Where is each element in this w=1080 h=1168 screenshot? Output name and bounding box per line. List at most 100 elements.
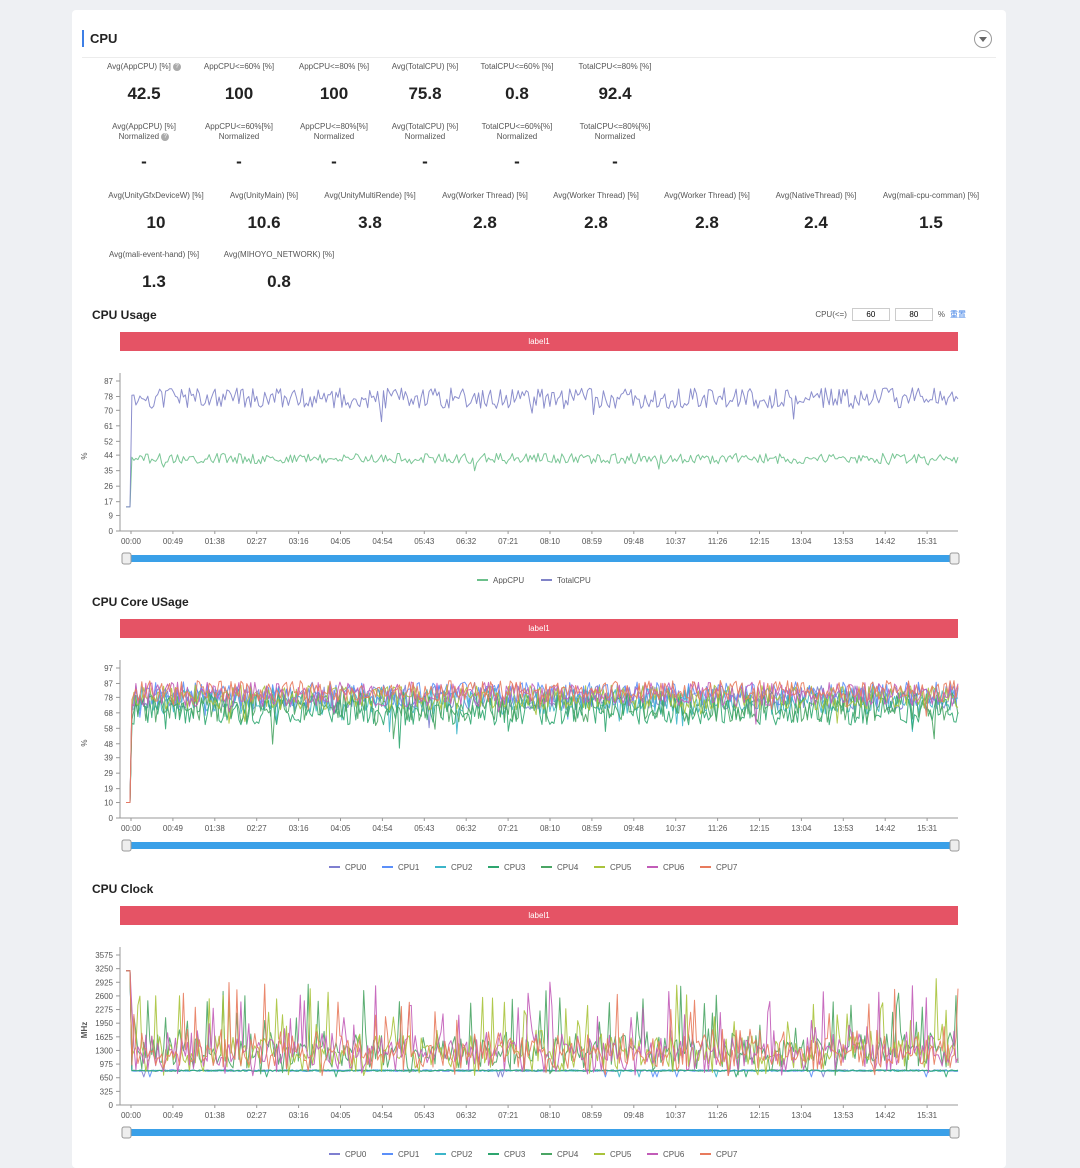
time-range-slider[interactable]: [126, 842, 954, 849]
legend-item-CPU6[interactable]: CPU6: [647, 1150, 685, 1158]
y-tick-label: 70: [104, 406, 113, 415]
x-tick-label: 04:54: [372, 537, 393, 546]
x-tick-label: 04:54: [372, 824, 393, 833]
stat-row1-3: Avg(TotalCPU) [%] 75.8: [366, 62, 484, 104]
legend-label: CPU7: [716, 1150, 738, 1158]
x-tick-label: 15:31: [917, 824, 938, 833]
stat-row2-0: Avg(AppCPU) [%] Normalized ? -: [85, 122, 203, 172]
legend-label: CPU2: [451, 1150, 473, 1158]
threshold-low-input[interactable]: [851, 308, 890, 321]
y-tick-label: 58: [104, 724, 113, 733]
info-icon[interactable]: ?: [161, 132, 170, 141]
stat-label: TotalCPU<=80%[%]: [579, 122, 651, 131]
y-tick-label: 10: [104, 799, 113, 808]
legend-item-TotalCPU[interactable]: TotalCPU: [541, 576, 591, 584]
x-tick-label: 05:43: [414, 537, 435, 546]
legend-item-CPU1[interactable]: CPU1: [382, 1150, 420, 1158]
section-accent-bar: [82, 30, 84, 47]
stat-value: 2.8: [584, 213, 608, 232]
slider-handle-left[interactable]: [121, 552, 132, 565]
legend-label: CPU2: [451, 863, 473, 871]
y-tick-label: 39: [104, 754, 113, 763]
x-tick-label: 09:48: [624, 537, 645, 546]
legend-item-CPU7[interactable]: CPU7: [700, 1150, 738, 1158]
y-tick-label: 52: [104, 437, 113, 446]
threshold-reset-link[interactable]: 重置: [950, 310, 966, 319]
y-tick-label: 35: [104, 467, 113, 476]
stat-value: -: [422, 152, 428, 171]
legend-item-CPU0[interactable]: CPU0: [329, 863, 367, 871]
x-tick-label: 08:59: [582, 537, 603, 546]
stat-row2-4: TotalCPU<=60%[%] Normalized -: [458, 122, 576, 172]
y-tick-label: 975: [100, 1060, 114, 1069]
legend-label: CPU5: [610, 863, 632, 871]
legend-item-CPU4[interactable]: CPU4: [541, 1150, 579, 1158]
chart-1: CPU Core USage 0 10 19 29 39 48 58 68 78 87 97% 00:0…: [72, 595, 1006, 871]
x-tick-label: 03:16: [289, 1111, 310, 1120]
x-tick-label: 06:32: [456, 537, 477, 546]
x-tick-label: 05:43: [414, 1111, 435, 1120]
time-range-slider[interactable]: [126, 555, 954, 562]
x-tick-label: 13:53: [833, 537, 854, 546]
legend-label: CPU5: [610, 1150, 632, 1158]
legend-item-CPU2[interactable]: CPU2: [435, 1150, 473, 1158]
stat-label: Avg(NativeThread) [%]: [775, 191, 857, 200]
x-tick-label: 04:05: [330, 537, 351, 546]
stat-row3-1: Avg(UnityMain) [%] 10.6: [205, 191, 323, 233]
legend-label: CPU3: [504, 863, 526, 871]
cpu-card: CPU Avg(AppCPU) [%] ? 42.5 AppCPU<=60% [%]…: [72, 10, 1006, 1168]
legend-item-CPU0[interactable]: CPU0: [329, 1150, 367, 1158]
stat-label: TotalCPU<=60% [%]: [480, 62, 554, 71]
y-tick-label: 2275: [95, 1006, 113, 1015]
x-tick-label: 02:27: [247, 537, 268, 546]
stat-value: 1.5: [919, 213, 943, 232]
collapse-toggle-icon[interactable]: [974, 30, 992, 48]
legend-item-CPU4[interactable]: CPU4: [541, 863, 579, 871]
stat-label: Avg(TotalCPU) [%]: [391, 62, 459, 71]
info-icon[interactable]: ?: [173, 62, 182, 71]
y-tick-label: 9: [109, 511, 114, 520]
chart-0: CPU Usage 0 9 17 26 35 44 52 61 70 78 87% 00:00 00:49…: [72, 308, 1006, 584]
stat-row2-2: AppCPU<=80%[%] Normalized -: [275, 122, 393, 172]
series-line-AppCPU: [126, 452, 959, 508]
slider-handle-right[interactable]: [949, 1126, 960, 1139]
stat-label-sub: Normalized: [313, 132, 355, 141]
label-band[interactable]: label1: [120, 906, 958, 925]
y-tick-label: 61: [104, 422, 113, 431]
stat-label: Avg(Worker Thread) [%]: [664, 191, 750, 200]
slider-handle-right[interactable]: [949, 839, 960, 852]
stat-value: 10.6: [247, 213, 281, 232]
x-tick-label: 08:10: [540, 537, 561, 546]
legend-item-CPU1[interactable]: CPU1: [382, 863, 420, 871]
time-range-slider[interactable]: [126, 1129, 954, 1136]
series-line-CPU3: [126, 694, 959, 803]
slider-handle-left[interactable]: [121, 1126, 132, 1139]
stat-value: -: [514, 152, 520, 171]
x-tick-label: 03:16: [289, 537, 310, 546]
threshold-high-input[interactable]: [894, 308, 933, 321]
stat-row2-3: Avg(TotalCPU) [%] Normalized -: [366, 122, 484, 172]
legend-item-CPU3[interactable]: CPU3: [488, 1150, 526, 1158]
stat-label: Avg(AppCPU) [%]: [112, 122, 176, 131]
stat-row1-2: AppCPU<=80% [%] 100: [275, 62, 393, 104]
legend-item-CPU2[interactable]: CPU2: [435, 863, 473, 871]
legend-item-CPU7[interactable]: CPU7: [700, 863, 738, 871]
legend-item-CPU3[interactable]: CPU3: [488, 863, 526, 871]
x-tick-label: 09:48: [624, 1111, 645, 1120]
x-tick-label: 05:43: [414, 824, 435, 833]
chart-svg: 0 325 650 975 1300 1625 1950 2275 2600 2925 3250 35…: [80, 947, 960, 1158]
slider-handle-right[interactable]: [949, 552, 960, 565]
legend-item-CPU5[interactable]: CPU5: [594, 1150, 632, 1158]
legend-item-CPU6[interactable]: CPU6: [647, 863, 685, 871]
series-line-CPU3: [126, 970, 959, 1078]
series-line-CPU6: [126, 970, 959, 1077]
legend-item-CPU5[interactable]: CPU5: [594, 863, 632, 871]
y-tick-label: 2600: [95, 992, 113, 1001]
y-tick-label: 650: [100, 1074, 114, 1083]
slider-handle-left[interactable]: [121, 839, 132, 852]
label-band[interactable]: label1: [120, 332, 958, 351]
legend-item-AppCPU[interactable]: AppCPU: [477, 576, 524, 584]
y-tick-label: 1950: [95, 1019, 113, 1028]
label-band[interactable]: label1: [120, 619, 958, 638]
stat-label: TotalCPU<=60%[%]: [481, 122, 553, 131]
